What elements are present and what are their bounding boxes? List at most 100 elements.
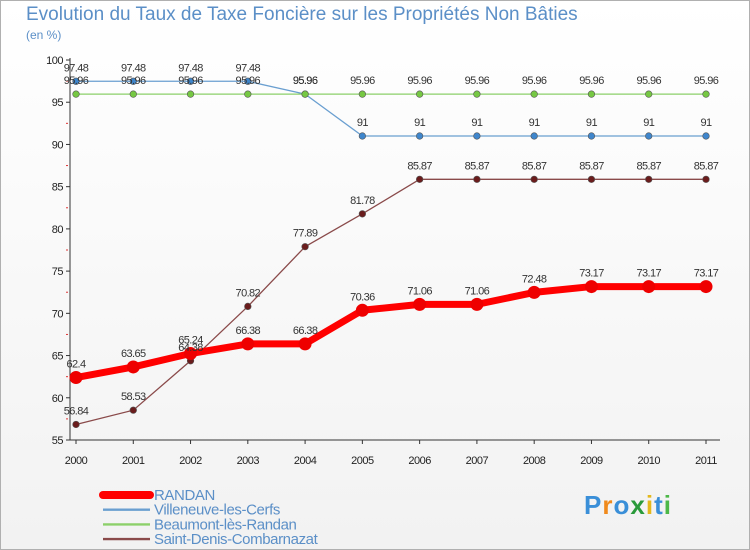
data-label: 97.48	[236, 62, 261, 74]
data-point	[416, 175, 424, 183]
data-point	[72, 77, 80, 85]
data-point	[244, 302, 252, 311]
data-label: 95.96	[522, 75, 547, 87]
data-point	[129, 406, 137, 414]
data-label: 95.96	[407, 75, 432, 87]
y-tick-label: 95	[52, 97, 64, 109]
x-tick-label: 2007	[466, 455, 489, 467]
data-point	[69, 371, 83, 385]
data-point	[699, 280, 713, 294]
y-tick-label: 80	[52, 224, 64, 236]
data-point	[72, 420, 80, 429]
legend-label: Beaumont-lès-Randan	[154, 516, 297, 533]
data-point	[358, 210, 366, 218]
data-label: 65.24	[178, 335, 203, 347]
data-label: 95.96	[465, 75, 490, 87]
data-label: 85.87	[694, 160, 719, 172]
data-point	[298, 337, 312, 351]
data-point	[416, 132, 424, 140]
data-point	[702, 132, 710, 140]
data-point	[244, 77, 252, 85]
data-point	[645, 175, 653, 183]
data-point	[129, 77, 137, 85]
logo-letter: P	[584, 490, 603, 520]
series-line	[75, 178, 707, 426]
y-tick-label: 55	[52, 435, 64, 447]
data-point	[126, 360, 140, 374]
x-tick-label: 2010	[637, 455, 660, 467]
data-label: 91	[700, 117, 712, 129]
legend-label: Saint-Denis-Combarnazat	[154, 531, 319, 548]
data-label: 66.38	[236, 325, 261, 337]
series-line	[72, 283, 710, 382]
data-point	[527, 285, 541, 299]
x-tick-label: 2000	[65, 455, 88, 467]
y-tick-label: 70	[52, 308, 64, 320]
data-label: 95.96	[350, 75, 375, 87]
data-label: 91	[586, 117, 598, 129]
data-point	[72, 90, 80, 98]
data-point	[702, 90, 710, 98]
data-point	[645, 132, 653, 140]
data-point	[416, 90, 424, 98]
data-point	[244, 90, 252, 98]
data-label: 91	[643, 117, 655, 129]
data-point	[470, 297, 484, 311]
x-tick-label: 2002	[179, 455, 202, 467]
data-label: 91	[357, 117, 369, 129]
data-point	[645, 90, 653, 98]
data-point	[473, 132, 481, 140]
data-point	[186, 77, 195, 85]
data-point	[355, 303, 369, 317]
data-label: 91	[529, 117, 541, 129]
chart-title: Evolution du Taux de Taxe Foncière sur l…	[26, 4, 578, 25]
data-label: 97.48	[121, 62, 146, 74]
logo-letter: i	[645, 490, 655, 520]
y-tick-label: 90	[52, 139, 64, 151]
data-label: 77.89	[293, 228, 318, 240]
data-label: 70.82	[236, 287, 261, 299]
data-label: 73.17	[636, 268, 661, 280]
data-label: 95.96	[293, 75, 318, 87]
y-tick-label: 65	[52, 351, 64, 363]
data-point	[301, 90, 309, 98]
data-label: 72.48	[522, 273, 547, 285]
logo-letter: r	[602, 490, 614, 520]
data-label: 95.96	[64, 75, 89, 87]
y-axis-unit: (en %)	[26, 28, 62, 42]
data-point	[413, 297, 427, 311]
data-point	[642, 280, 656, 294]
data-point	[587, 132, 596, 140]
data-label: 95.96	[579, 75, 604, 87]
x-tick-label: 2009	[580, 455, 603, 467]
data-label: 95.96	[293, 75, 318, 87]
data-point	[241, 337, 255, 351]
data-label: 56.84	[64, 405, 89, 417]
data-label: 85.87	[636, 160, 661, 172]
data-label: 97.48	[178, 62, 203, 74]
data-label: 85.87	[579, 160, 604, 172]
logo-letter: o	[613, 490, 631, 520]
y-tick-label: 75	[52, 266, 64, 278]
data-label: 85.87	[465, 160, 490, 172]
proxiti-logo: Proxiti	[584, 490, 672, 521]
data-point	[473, 90, 481, 98]
data-label: 63.65	[121, 348, 146, 360]
logo-letter: t	[654, 490, 664, 520]
data-label: 62.4	[66, 359, 85, 371]
logo-letter: x	[630, 490, 646, 520]
data-label: 66.38	[293, 325, 318, 337]
series-line	[75, 80, 707, 137]
data-point	[301, 243, 309, 251]
x-tick-label: 2004	[294, 455, 317, 467]
data-label: 95.96	[178, 75, 203, 87]
data-point	[129, 90, 137, 98]
data-label: 95.96	[121, 75, 146, 87]
y-tick-label: 85	[52, 182, 64, 194]
data-label: 91	[414, 117, 426, 129]
data-label: 71.06	[465, 285, 490, 297]
data-label: 85.87	[522, 160, 547, 172]
legend-label: Villeneuve-les-Cerfs	[154, 502, 280, 519]
